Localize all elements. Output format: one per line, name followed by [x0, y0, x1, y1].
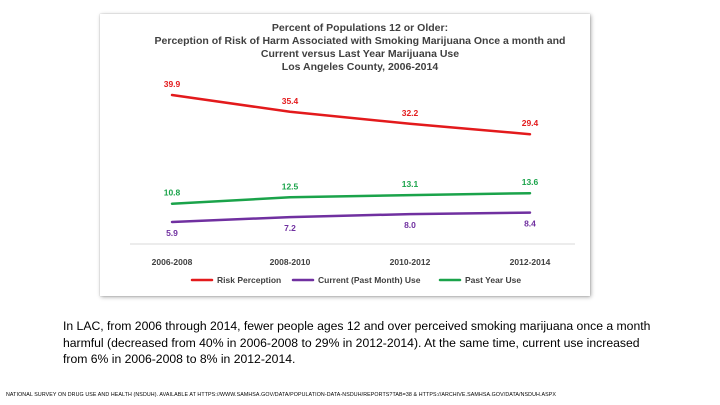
data-label-current-past-month-use: 7.2	[284, 223, 296, 233]
chart-title-line: Perception of Risk of Harm Associated wi…	[155, 35, 566, 47]
data-label-risk-perception: 29.4	[522, 118, 539, 128]
data-label-current-past-month-use: 8.0	[404, 220, 416, 230]
x-tick-label: 2006-2008	[152, 257, 193, 267]
data-label-past-year-use: 13.1	[402, 179, 419, 189]
legend-label: Current (Past Month) Use	[318, 275, 421, 285]
data-label-past-year-use: 13.6	[522, 177, 539, 187]
series-line-risk-perception	[170, 93, 532, 136]
caption-text: In LAC, from 2006 through 2014, fewer pe…	[63, 319, 651, 366]
series-line-past-year-use	[170, 191, 532, 205]
chart-card: Percent of Populations 12 or Older: Perce…	[100, 14, 590, 296]
chart-title: Percent of Populations 12 or Older:Perce…	[155, 22, 566, 73]
chart-title-line: Los Angeles County, 2006-2014	[282, 61, 439, 73]
line-chart: Percent of Populations 12 or Older:Perce…	[130, 22, 575, 285]
source-footnote: NATIONAL SURVEY ON DRUG USE AND HEALTH (…	[6, 392, 557, 398]
legend: Risk Perception Current (Past Month) Use P…	[190, 275, 521, 285]
data-label-past-year-use: 10.8	[164, 188, 181, 198]
chart-title-line: Current versus Last Year Marijuana Use	[261, 48, 459, 60]
data-label-current-past-month-use: 8.4	[524, 219, 536, 229]
data-label-past-year-use: 12.5	[282, 181, 299, 191]
legend-label: Risk Perception	[217, 275, 281, 285]
series-group: 39.9 35.4 32.2 29.4 5.9 7.2 8.0 8.4 10.8 12.5 13.1…	[164, 79, 539, 238]
x-tick-label: 2010-2012	[390, 257, 431, 267]
data-label-current-past-month-use: 5.9	[166, 228, 178, 238]
x-tick-label: 2008-2010	[270, 257, 311, 267]
legend-label: Past Year Use	[465, 275, 521, 285]
data-label-risk-perception: 39.9	[164, 79, 181, 89]
x-tick-label: 2012-2014	[510, 257, 551, 267]
series-line-current-past-month-use	[170, 211, 532, 224]
x-axis-ticks: 2006-2008 2008-2010 2010-2012 2012-2014	[152, 257, 551, 267]
data-label-risk-perception: 32.2	[402, 108, 419, 118]
chart-title-line: Percent of Populations 12 or Older:	[272, 22, 448, 34]
data-label-risk-perception: 35.4	[282, 96, 299, 106]
